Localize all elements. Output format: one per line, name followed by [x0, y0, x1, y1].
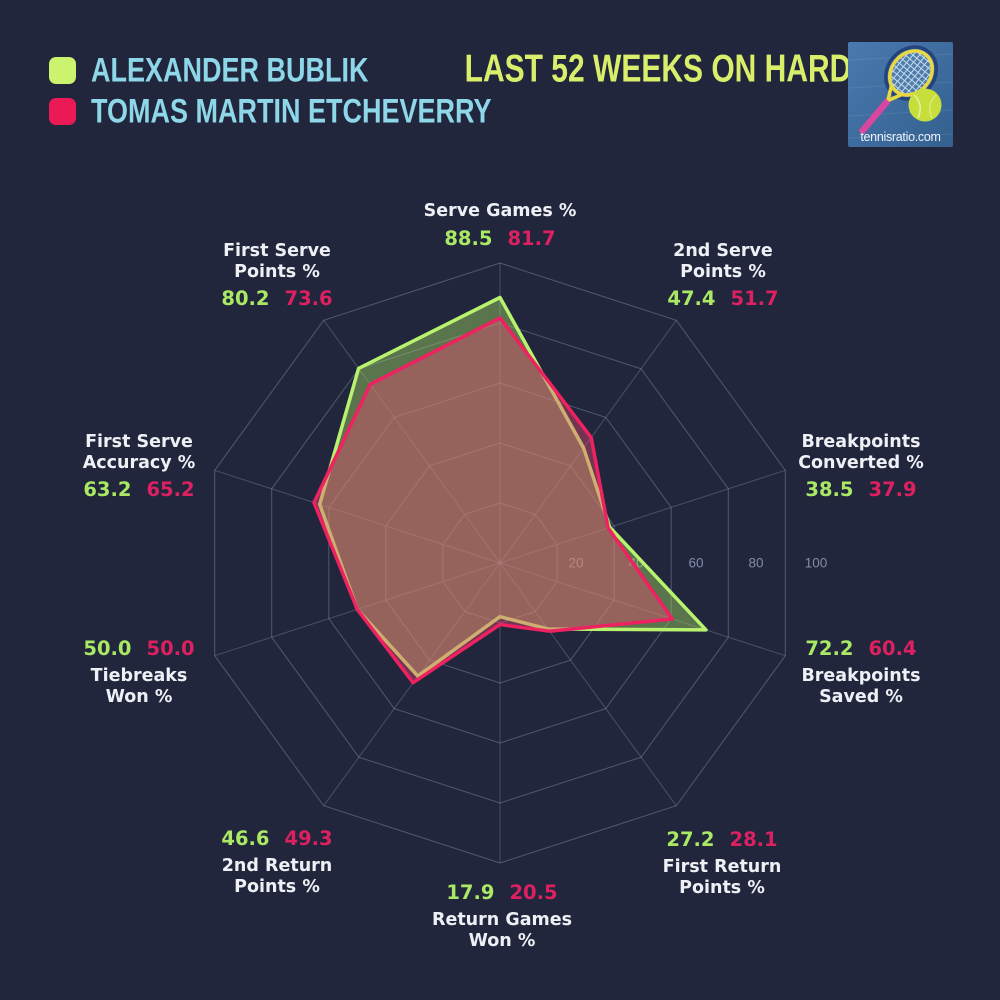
radial-tick-label: 80 [748, 556, 763, 571]
legend-item-etcheverry: TOMAS MARTIN ETCHEVERRY [49, 92, 492, 130]
legend-swatch-etcheverry [49, 98, 76, 125]
axis-value-tomas-martin-etcheverry: 37.9 [868, 478, 917, 501]
racket-handle [858, 98, 891, 135]
tennis-racket-icon [858, 45, 939, 135]
axis-values: 50.0 50.0 [83, 637, 194, 660]
axis-values: 63.2 65.2 [83, 478, 196, 501]
ball-seam [913, 94, 921, 119]
axis-label-2nd-serve-points: 2nd Serve Points % 47.4 51.7 [667, 241, 778, 310]
axis-label-tiebreaks-won: 50.0 50.0 Tiebreaks Won % [83, 637, 194, 707]
radar-grid-spoke [499, 562, 786, 657]
radar-grid-spoke [214, 469, 501, 564]
axis-value-tomas-martin-etcheverry: 65.2 [146, 478, 195, 501]
logo-caption: tennisratio.com [860, 130, 940, 144]
axis-value-alexander-bublik: 72.2 [805, 637, 854, 660]
axis-label-breakpoints-saved: 72.2 60.4 Breakpoints Saved % [801, 637, 920, 707]
axis-label-first-serve-points: First Serve Points % 80.2 73.6 [221, 241, 332, 310]
axis-values: 72.2 60.4 [801, 637, 920, 660]
axis-value-alexander-bublik: 38.5 [805, 478, 854, 501]
radar-grid-spoke [499, 469, 786, 564]
axis-value-tomas-martin-etcheverry: 60.4 [868, 637, 917, 660]
axis-values: 80.2 73.6 [221, 287, 332, 310]
axis-name: 2nd Serve Points % [673, 241, 773, 282]
axis-name: Tiebreaks Won % [90, 666, 188, 707]
axis-value-tomas-martin-etcheverry: 73.6 [284, 287, 333, 310]
axis-name: 2nd Return Points % [221, 856, 333, 897]
ball-seam [929, 94, 937, 119]
axis-label-first-return-points: 27.2 28.1 First Return Points % [663, 828, 782, 898]
legend-item-bublik: ALEXANDER BUBLIK [49, 51, 369, 89]
radar-grid-ring [214, 262, 786, 864]
radar-grid-spoke [323, 562, 501, 806]
axis-name: First Return Points % [662, 857, 782, 898]
axis-value-alexander-bublik: 46.6 [221, 827, 270, 850]
axis-value-alexander-bublik: 50.0 [83, 637, 132, 660]
radar-grid-ring [328, 382, 672, 744]
page-title: LAST 52 WEEKS ON HARD [464, 47, 852, 91]
radial-tick-label: 100 [805, 556, 828, 571]
player-name-etcheverry: TOMAS MARTIN ETCHEVERRY [91, 91, 492, 131]
tennisratio-logo: tennisratio.com [848, 42, 953, 147]
axis-label-return-games-won: 17.9 20.5 Return Games Won % [432, 881, 572, 951]
radar-grid-ring [271, 322, 729, 804]
axis-value-tomas-martin-etcheverry: 81.7 [507, 226, 556, 250]
axis-value-alexander-bublik: 47.4 [667, 287, 716, 310]
radar-grid-spoke [499, 562, 677, 806]
axis-value-tomas-martin-etcheverry: 50.0 [146, 637, 195, 660]
axis-label-serve-games: Serve Games % 88.5 81.7 [424, 201, 577, 250]
axis-value-alexander-bublik: 88.5 [444, 226, 493, 250]
axis-value-alexander-bublik: 27.2 [666, 828, 715, 851]
axis-value-alexander-bublik: 63.2 [83, 478, 132, 501]
radar-polygon-tomas-martin-etcheverry [312, 316, 675, 685]
axis-value-alexander-bublik: 80.2 [221, 287, 270, 310]
axis-label-breakpoints-converted: Breakpoints Converted % 38.5 37.9 [798, 432, 924, 501]
axis-name: First Serve Accuracy % [82, 432, 196, 473]
radar-grid-spoke [323, 320, 501, 564]
axis-value-tomas-martin-etcheverry: 51.7 [730, 287, 779, 310]
axis-value-tomas-martin-etcheverry: 20.5 [509, 881, 558, 904]
axis-label-first-serve-accuracy: First Serve Accuracy % 63.2 65.2 [83, 432, 196, 501]
axis-name: Return Games Won % [431, 910, 573, 951]
axis-values: 88.5 81.7 [424, 227, 577, 250]
axis-label-2nd-return-points: 46.6 49.3 2nd Return Points % [221, 827, 332, 897]
axis-value-tomas-martin-etcheverry: 49.3 [284, 827, 333, 850]
axis-name: Breakpoints Converted % [798, 432, 924, 473]
radial-tick-label: 20 [568, 556, 583, 571]
radar-grid-ring [385, 442, 615, 684]
radar-grid-spoke [499, 320, 677, 564]
axis-value-alexander-bublik: 17.9 [446, 881, 495, 904]
tennis-ball-icon [908, 88, 942, 122]
radar-polygon-alexander-bublik [317, 295, 708, 678]
axis-values: 46.6 49.3 [221, 827, 332, 850]
axis-name: First Serve Points % [223, 241, 331, 282]
axis-values: 47.4 51.7 [667, 287, 778, 310]
radial-tick-label: 60 [688, 556, 703, 571]
axis-value-tomas-martin-etcheverry: 28.1 [729, 828, 778, 851]
axis-name: Serve Games % [423, 201, 577, 221]
axis-values: 38.5 37.9 [798, 478, 924, 501]
player-name-bublik: ALEXANDER BUBLIK [91, 50, 369, 90]
axis-name: Breakpoints Saved % [801, 666, 921, 707]
legend-swatch-bublik [49, 57, 76, 84]
axis-values: 27.2 28.1 [663, 828, 782, 851]
axis-values: 17.9 20.5 [432, 881, 572, 904]
